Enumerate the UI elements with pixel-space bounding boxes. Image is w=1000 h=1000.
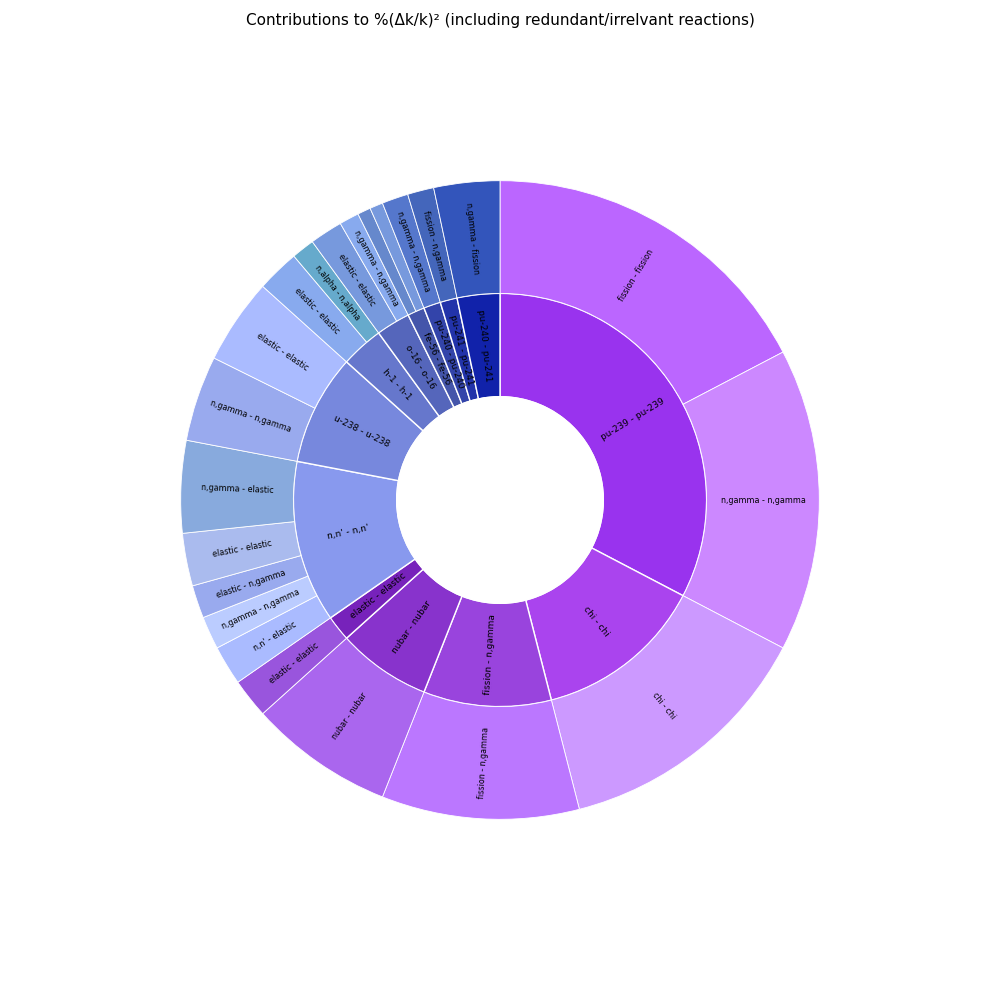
- Wedge shape: [203, 576, 317, 648]
- Wedge shape: [182, 522, 301, 586]
- Text: o-16 - o-16: o-16 - o-16: [403, 344, 436, 391]
- Title: Contributions to %(Δk/k)² (including redundant/irrelvant reactions): Contributions to %(Δk/k)² (including red…: [246, 13, 754, 28]
- Text: elastic - elastic: elastic - elastic: [337, 252, 377, 307]
- Text: elastic - elastic: elastic - elastic: [293, 286, 341, 336]
- Text: n,gamma - elastic: n,gamma - elastic: [201, 483, 274, 495]
- Wedge shape: [330, 559, 423, 638]
- Wedge shape: [263, 256, 367, 362]
- Text: elastic - elastic: elastic - elastic: [267, 641, 320, 686]
- Text: n,alpha - n,alpha: n,alpha - n,alpha: [313, 264, 362, 322]
- Wedge shape: [457, 293, 500, 399]
- Wedge shape: [263, 638, 424, 797]
- Text: pu-241 - pu-241: pu-241 - pu-241: [448, 314, 475, 386]
- Wedge shape: [186, 358, 315, 461]
- Wedge shape: [500, 181, 783, 404]
- Wedge shape: [358, 208, 416, 315]
- Text: h-1 - h-1: h-1 - h-1: [380, 368, 413, 402]
- Text: pu-239 - pu-239: pu-239 - pu-239: [599, 397, 666, 442]
- Text: fe-56 - fe-56: fe-56 - fe-56: [421, 331, 453, 386]
- Wedge shape: [340, 214, 408, 321]
- Text: chi - chi: chi - chi: [582, 605, 611, 638]
- Text: chi - chi: chi - chi: [650, 691, 677, 721]
- Wedge shape: [526, 548, 683, 700]
- Wedge shape: [500, 293, 707, 596]
- Wedge shape: [434, 181, 500, 298]
- Wedge shape: [217, 596, 330, 682]
- Text: elastic - elastic: elastic - elastic: [211, 539, 272, 559]
- Text: n,gamma - fission: n,gamma - fission: [464, 202, 481, 275]
- Text: fission - n,gamma: fission - n,gamma: [483, 614, 497, 695]
- Wedge shape: [408, 308, 462, 407]
- Circle shape: [397, 397, 603, 603]
- Wedge shape: [683, 352, 819, 648]
- Text: pu-240 - pu-241: pu-240 - pu-241: [476, 309, 492, 382]
- Text: fission - n,gamma: fission - n,gamma: [421, 209, 448, 281]
- Text: n,gamma - n,gamma: n,gamma - n,gamma: [220, 588, 301, 631]
- Text: n,n' - elastic: n,n' - elastic: [252, 620, 298, 653]
- Text: elastic - elastic: elastic - elastic: [349, 572, 408, 621]
- Wedge shape: [181, 440, 297, 533]
- Wedge shape: [238, 618, 346, 714]
- Text: n,gamma - n,gamma: n,gamma - n,gamma: [209, 398, 292, 434]
- Wedge shape: [293, 461, 415, 618]
- Text: nubar - nubar: nubar - nubar: [390, 599, 433, 655]
- Text: fission - n,gamma: fission - n,gamma: [477, 726, 490, 799]
- Text: fission - fission: fission - fission: [617, 247, 655, 303]
- Wedge shape: [214, 286, 346, 408]
- Wedge shape: [294, 242, 379, 342]
- Text: n,gamma - n,gamma: n,gamma - n,gamma: [395, 210, 432, 293]
- Text: nubar - nubar: nubar - nubar: [331, 691, 369, 741]
- Text: pu-240 - pu-240: pu-240 - pu-240: [433, 318, 465, 389]
- Wedge shape: [382, 692, 579, 819]
- Wedge shape: [379, 315, 454, 416]
- Text: n,gamma - n,gamma: n,gamma - n,gamma: [721, 496, 805, 505]
- Wedge shape: [346, 569, 462, 692]
- Text: n,gamma - n,gamma: n,gamma - n,gamma: [352, 229, 400, 308]
- Text: elastic - elastic: elastic - elastic: [255, 332, 310, 373]
- Wedge shape: [551, 596, 783, 809]
- Wedge shape: [297, 362, 423, 481]
- Wedge shape: [424, 302, 470, 404]
- Wedge shape: [424, 596, 551, 707]
- Wedge shape: [346, 333, 439, 431]
- Text: n,n' - n,n': n,n' - n,n': [327, 523, 370, 541]
- Wedge shape: [370, 203, 424, 311]
- Wedge shape: [440, 298, 479, 401]
- Wedge shape: [382, 194, 440, 308]
- Wedge shape: [408, 188, 457, 302]
- Wedge shape: [312, 223, 397, 333]
- Text: u-238 - u-238: u-238 - u-238: [332, 413, 391, 449]
- Text: elastic - n,gamma: elastic - n,gamma: [215, 568, 287, 600]
- Wedge shape: [192, 556, 308, 618]
